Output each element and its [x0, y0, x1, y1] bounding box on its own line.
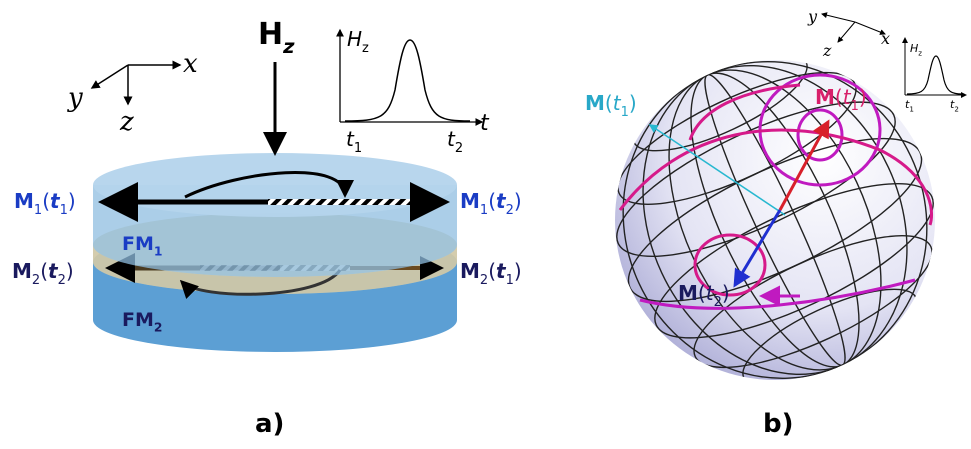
b-inset-t1: t1 — [905, 98, 914, 113]
b-pulse-curve — [907, 56, 962, 94]
m1-right-label: M1(t2) — [460, 189, 522, 218]
text-piece: H — [347, 27, 362, 51]
text-piece: 1 — [621, 105, 629, 120]
fm1-top — [93, 153, 457, 217]
text-piece: z — [119, 107, 134, 137]
text-piece: ) — [859, 85, 867, 109]
m2-right-label: M2(t1) — [460, 259, 522, 288]
text-piece: y — [67, 83, 83, 113]
field-label: Hz — [258, 17, 295, 58]
text-piece: 1 — [354, 141, 362, 156]
m-initial-label-cyan: M(t1) — [585, 91, 637, 120]
text-piece: 2 — [506, 203, 514, 218]
text-piece: y — [807, 7, 818, 26]
text-piece: FM — [122, 309, 154, 331]
text-piece: ( — [42, 189, 50, 213]
text-piece: ) — [68, 189, 76, 213]
text-piece: ) — [66, 259, 74, 283]
b-inset-y-label: Hz — [910, 42, 922, 57]
b-axis-z-label: z — [822, 41, 832, 60]
text-piece: t — [480, 111, 490, 136]
text-piece: H — [258, 17, 283, 52]
b-inset-t2: t2 — [950, 98, 959, 113]
b-axis-z — [838, 22, 855, 42]
b-axis-y — [822, 14, 855, 22]
b-axis-y-label: y — [807, 7, 818, 26]
text-piece: z — [362, 41, 369, 56]
axis-y — [92, 65, 128, 88]
text-piece: 2 — [455, 141, 463, 156]
text-piece: 1 — [154, 245, 163, 259]
text-piece: z — [282, 35, 295, 58]
text-piece: ( — [40, 259, 48, 283]
text-piece: 1 — [851, 99, 859, 114]
text-piece: x — [183, 49, 198, 79]
text-piece: ) — [514, 259, 522, 283]
text-piece: M — [460, 259, 480, 283]
text-piece: a) — [255, 409, 284, 439]
text-piece: 2 — [714, 295, 722, 310]
caption-a: a) — [255, 409, 284, 439]
text-piece: 1 — [506, 273, 514, 288]
panel-b: y x z Hz t1 t2 M(t1) M(t1) M(t2) b) — [562, 7, 971, 439]
text-piece: 2 — [58, 273, 66, 288]
inset-x-label: t — [480, 111, 490, 136]
text-piece: FM — [122, 233, 154, 255]
text-piece: 1 — [34, 203, 42, 218]
m1-arrow-striped — [268, 199, 428, 205]
inset-t1: t1 — [346, 127, 362, 156]
text-piece: H — [910, 42, 918, 55]
m2-left-label: M2(t2) — [12, 259, 74, 288]
b-axis-x-label: x — [881, 29, 890, 48]
text-piece: b) — [763, 409, 794, 439]
figure: Hz x y z Hz t t1 t2 M1(t1) M1(t2) FM1 M2… — [0, 0, 971, 449]
text-piece: ) — [629, 91, 637, 115]
inset-t2: t2 — [447, 127, 463, 156]
text-piece: M — [678, 281, 698, 305]
text-piece: z — [918, 48, 922, 57]
text-piece: M — [815, 85, 835, 109]
text-piece: z — [822, 41, 832, 60]
text-piece: 1 — [60, 203, 68, 218]
text-piece: ( — [488, 189, 496, 213]
text-piece: 2 — [32, 273, 40, 288]
text-piece: M — [12, 259, 32, 283]
text-piece: x — [881, 29, 890, 48]
m1-left-label: M1(t1) — [14, 189, 76, 218]
inset-y-label: Hz — [347, 27, 369, 56]
panel-a: Hz x y z Hz t t1 t2 M1(t1) M1(t2) FM1 M2… — [12, 17, 522, 439]
text-piece: 1 — [480, 203, 488, 218]
text-piece: 1 — [909, 104, 914, 113]
caption-b: b) — [763, 409, 794, 439]
text-piece: M — [585, 91, 605, 115]
text-piece: M — [460, 189, 480, 213]
text-piece: 2 — [154, 321, 163, 335]
text-piece: ( — [605, 91, 613, 115]
text-piece: ) — [514, 189, 522, 213]
text-piece: ( — [835, 85, 843, 109]
text-piece: ( — [488, 259, 496, 283]
text-piece: ) — [722, 281, 730, 305]
axis-y-label: y — [67, 83, 83, 113]
text-piece: 2 — [480, 273, 488, 288]
axis-x-label: x — [183, 49, 198, 79]
text-piece: M — [14, 189, 34, 213]
axis-z-label: z — [119, 107, 134, 137]
text-piece: ( — [698, 281, 706, 305]
text-piece: 2 — [954, 104, 959, 113]
